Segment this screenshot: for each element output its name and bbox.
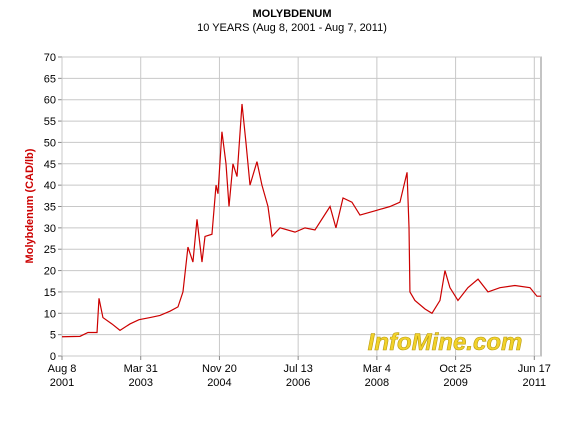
x-tick-label: Mar 31 — [124, 363, 158, 375]
y-tick-label: 70 — [44, 52, 56, 64]
y-tick-label: 45 — [44, 159, 56, 171]
x-tick-label: Jun 17 — [518, 363, 551, 375]
x-tick-label: 2011 — [522, 377, 546, 389]
y-tick-label: 35 — [44, 202, 56, 214]
chart-subtitle: 10 YEARS (Aug 8, 2001 - Aug 7, 2011) — [197, 22, 387, 34]
y-tick-label: 30 — [44, 223, 56, 235]
x-tick-label: 2001 — [50, 377, 74, 389]
y-tick-label: 50 — [44, 137, 56, 149]
x-tick-label: Mar 4 — [363, 363, 391, 375]
y-tick-label: 5 — [50, 330, 56, 342]
y-tick-label: 0 — [50, 351, 56, 363]
y-tick-label: 25 — [44, 244, 56, 256]
x-tick-label: 2006 — [286, 377, 310, 389]
watermark: InfoMine.com — [368, 329, 523, 356]
x-tick-label: Aug 8 — [48, 363, 77, 375]
x-tick-label: 2009 — [443, 377, 467, 389]
y-tick-label: 20 — [44, 266, 56, 278]
y-axis-label: Molybdenum (CAD/lb) — [24, 148, 36, 263]
y-tick-label: 40 — [44, 180, 56, 192]
x-tick-label: Nov 20 — [202, 363, 237, 375]
y-tick-label: 55 — [44, 116, 56, 128]
x-tick-label: 2008 — [365, 377, 389, 389]
y-tick-label: 10 — [44, 308, 56, 320]
x-tick-label: Oct 25 — [439, 363, 471, 375]
y-tick-label: 15 — [44, 287, 56, 299]
y-tick-label: 60 — [44, 95, 56, 107]
chart-title: MOLYBDENUM — [252, 8, 331, 20]
y-tick-label: 65 — [44, 73, 56, 85]
x-tick-label: 2003 — [128, 377, 152, 389]
x-tick-label: Jul 13 — [283, 363, 312, 375]
data-line — [61, 103, 541, 338]
x-tick-label: 2004 — [207, 377, 231, 389]
